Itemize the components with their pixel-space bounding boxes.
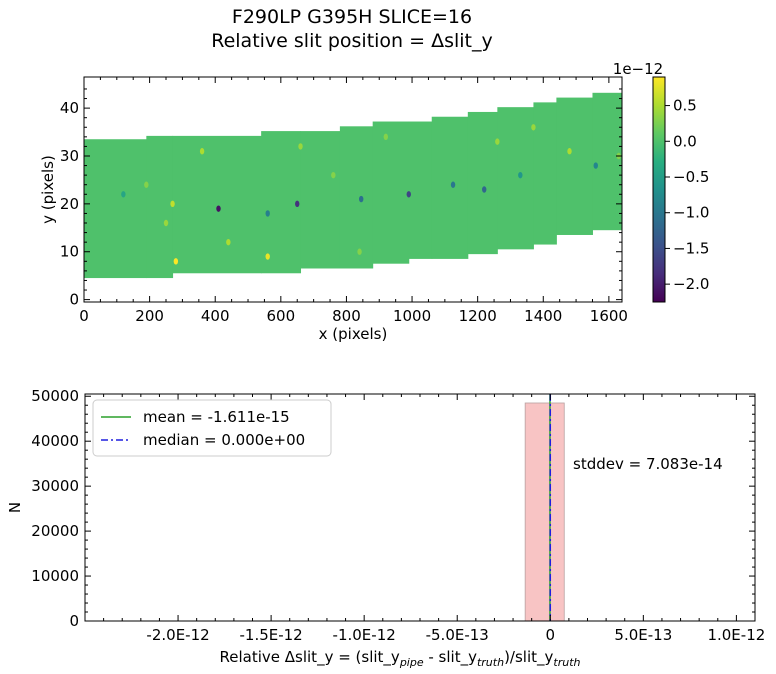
- x-tick-label: 800: [332, 307, 361, 325]
- y-tick-label: 20000: [31, 522, 79, 540]
- pixel-outlier: [482, 186, 487, 193]
- y-tick-label: 40000: [31, 432, 79, 450]
- heatmap-data: [84, 92, 622, 279]
- x-tick-label: 5.0E-13: [614, 626, 672, 644]
- y-tick-label: 0: [69, 612, 79, 630]
- colorbar-offset-label: 1e−12: [613, 60, 663, 78]
- pixel-outlier: [298, 143, 303, 150]
- slit-trace-segment: [372, 121, 410, 264]
- slit-trace-segment: [592, 92, 622, 231]
- pixel-outlier: [531, 124, 536, 131]
- slit-trace-segment: [339, 126, 374, 269]
- colorbar-tick-label: −0.5: [673, 168, 709, 186]
- y-tick-label: 50000: [31, 387, 79, 405]
- histogram-panel: -2.0E-12 -1.5E-12 -1.0E-12 -5.0E-13 0 5.0E-13…: [6, 387, 765, 669]
- pixel-outlier: [383, 133, 389, 141]
- pixel-outlier: [163, 219, 169, 227]
- y-tick-label: 30: [60, 147, 79, 165]
- slit-trace-segment: [172, 135, 262, 274]
- legend-label: median = 0.000e+00: [143, 431, 305, 449]
- heatmap-frame: [83, 76, 623, 303]
- x-axis-label: x (pixels): [319, 325, 388, 343]
- y-tick-label: 10: [60, 243, 79, 261]
- pixel-outlier: [216, 205, 221, 212]
- colorbar-tick-label: 0.5: [673, 97, 697, 115]
- y-axis-label: N: [6, 502, 24, 513]
- pixel-outlier: [593, 162, 598, 169]
- y-tick-label: 20: [60, 195, 79, 213]
- pixel-outlier: [265, 253, 270, 260]
- colorbar-tick-label: −1.5: [673, 239, 709, 257]
- x-tick-label: 1000: [393, 307, 431, 325]
- chart-title-line1: F290LP G395H SLICE=16: [231, 6, 473, 28]
- colorbar-tick-label: −1.0: [673, 204, 709, 222]
- slit-trace-segment: [300, 131, 341, 269]
- pixel-outlier: [495, 138, 500, 145]
- slit-trace-segment: [408, 121, 433, 259]
- histogram-bar: [524, 402, 565, 622]
- x-tick-label: 1600: [590, 307, 628, 325]
- slit-trace-segment: [497, 107, 534, 250]
- pixel-outlier: [226, 238, 231, 246]
- slit-heatmap-panel: 0 200 400 600 800 1000 1200 1400 1600 0 10 20 30 40 x …: [39, 76, 628, 343]
- x-tick-label: 400: [201, 307, 230, 325]
- x-tick-label: 1.0E-12: [707, 626, 765, 644]
- pixel-outlier: [295, 200, 300, 208]
- slit-trace-segment: [533, 102, 557, 245]
- x-tick-label: 1400: [524, 307, 562, 325]
- colorbar-gradient: [652, 76, 666, 303]
- pixel-outlier: [170, 200, 175, 208]
- y-tick-label: 40: [60, 99, 79, 117]
- x-tick-label: 200: [135, 307, 164, 325]
- stddev-annotation: stddev = 7.083e-14: [573, 455, 723, 473]
- x-tick-label: 0: [546, 626, 556, 644]
- pixel-outlier: [199, 148, 205, 155]
- x-tick-label: 1200: [459, 307, 497, 325]
- slit-trace-segment: [261, 131, 302, 274]
- pixel-outlier: [406, 191, 411, 198]
- chart-title-line2: Relative slit position = Δslit_y: [211, 30, 493, 52]
- x-tick-label: 600: [267, 307, 296, 325]
- pixel-outlier: [518, 171, 523, 179]
- pixel-outlier: [265, 210, 270, 217]
- y-axis-label: y (pixels): [39, 155, 57, 224]
- colorbar-tick-label: −2.0: [673, 275, 709, 293]
- colorbar-tick-label: 0.0: [673, 132, 697, 150]
- legend-label: mean = -1.611e-15: [143, 408, 290, 426]
- y-tick-label: 10000: [31, 567, 79, 585]
- pixel-outlier: [357, 248, 362, 255]
- colorbar: 0.5 0.0 −0.5 −1.0 −1.5 −2.0 1e−12: [613, 60, 709, 303]
- y-tick-label: 0: [69, 291, 79, 309]
- pixel-outlier: [450, 181, 456, 188]
- pixel-outlier: [567, 148, 572, 155]
- x-tick-label: -1.0E-12: [333, 626, 396, 644]
- pixel-outlier: [359, 195, 364, 203]
- slit-trace-segment: [146, 135, 174, 279]
- x-tick-label: -5.0E-13: [426, 626, 489, 644]
- pixel-outlier: [144, 181, 149, 188]
- x-tick-label: -1.5E-12: [239, 626, 302, 644]
- slit-trace-segment: [431, 116, 469, 259]
- pixel-outlier: [173, 258, 179, 265]
- y-tick-label: 30000: [31, 477, 79, 495]
- legend-box: [92, 399, 332, 457]
- slit-trace-segment: [467, 111, 498, 255]
- x-tick-label: -2.0E-12: [146, 626, 209, 644]
- slit-trace-segment: [84, 139, 147, 279]
- x-axis-label: Relative Δslit_y = (slit_ypipe - slit_yt…: [220, 648, 581, 669]
- pixel-outlier: [331, 171, 336, 179]
- x-tick-label: 0: [79, 307, 89, 325]
- slit-trace-segment: [556, 97, 593, 235]
- pixel-outlier: [121, 191, 126, 198]
